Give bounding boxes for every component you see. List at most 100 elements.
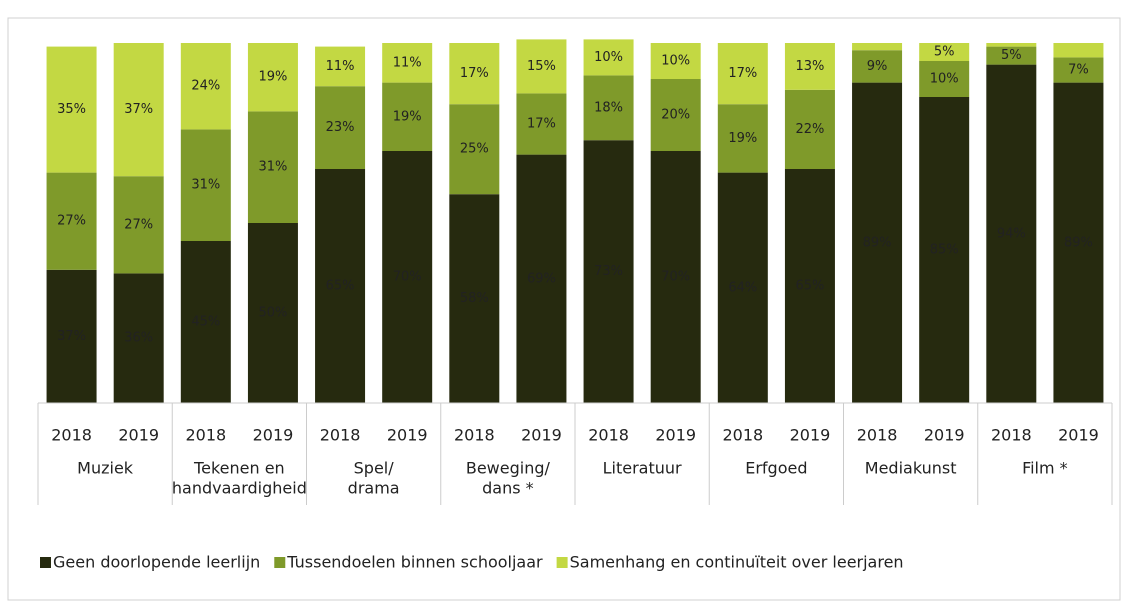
value-label: 19% [258, 70, 287, 85]
bar-segment [449, 104, 500, 195]
value-label: 70% [661, 270, 690, 285]
value-label: 89% [863, 235, 892, 250]
bar-segment [113, 43, 164, 177]
value-label: 37% [57, 329, 86, 344]
value-label: 31% [191, 178, 220, 193]
bar-segment [986, 64, 1037, 403]
bar-segment [180, 43, 231, 130]
bar-segment [516, 93, 567, 155]
value-label: 22% [795, 122, 824, 137]
x-tick-label: 2018 [588, 426, 629, 445]
value-label: 10% [661, 54, 690, 69]
value-label: 11% [393, 55, 422, 70]
value-label: 50% [258, 306, 287, 321]
legend-label: Samenhang en continuïteit over leerjaren [570, 553, 904, 572]
bar-segment [180, 129, 231, 241]
bar-segment [382, 151, 433, 403]
bar-segment [650, 151, 701, 403]
value-label: 20% [661, 108, 690, 123]
bar-segment [315, 169, 366, 403]
bar-segment [583, 140, 634, 403]
bar-segment [1053, 82, 1104, 403]
bar-segment [46, 46, 97, 173]
value-label: 17% [728, 66, 757, 81]
bar-segment [583, 75, 634, 141]
bar-segment [247, 223, 298, 403]
value-label: 65% [795, 279, 824, 294]
bar-segment [717, 172, 768, 403]
group-label: Spel/ [354, 459, 395, 478]
bar-segment [113, 176, 164, 274]
bar-segment [650, 79, 701, 151]
x-tick-label: 2019 [790, 426, 831, 445]
value-label: 27% [124, 217, 153, 232]
bar-segment [852, 43, 903, 51]
x-tick-label: 2019 [118, 426, 159, 445]
bar-segment [986, 46, 1037, 65]
bar-segment [449, 43, 500, 105]
legend-swatch [274, 557, 286, 568]
bar-segment [315, 46, 366, 87]
value-label: 45% [191, 315, 220, 330]
value-label: 70% [393, 270, 422, 285]
bar-segment [784, 43, 835, 90]
group-label: Film * [1022, 459, 1068, 478]
value-label: 23% [326, 120, 355, 135]
group-label: dans * [482, 479, 534, 498]
value-label: 37% [124, 102, 153, 117]
group-label: Tekenen en [193, 459, 285, 478]
bar-segment [382, 43, 433, 83]
bar-segment [382, 82, 433, 151]
x-tick-label: 2018 [857, 426, 898, 445]
chart-frame [7, 17, 1121, 601]
value-label: 85% [930, 243, 959, 258]
x-tick-label: 2018 [991, 426, 1032, 445]
bar-segment [583, 39, 634, 76]
x-tick-label: 2019 [387, 426, 428, 445]
value-label: 17% [460, 66, 489, 81]
group-label: Mediakunst [865, 459, 957, 478]
value-label: 25% [460, 142, 489, 157]
bar-segment [46, 269, 97, 403]
bar-segment [717, 104, 768, 173]
x-tick-label: 2019 [253, 426, 294, 445]
bar-segment [852, 50, 903, 83]
value-label: 35% [57, 102, 86, 117]
value-label: 15% [527, 59, 556, 74]
value-label: 69% [527, 271, 556, 286]
value-label: 10% [594, 50, 623, 65]
value-label: 7% [1068, 63, 1089, 78]
bar-segment [717, 43, 768, 105]
bar-segment [516, 154, 567, 403]
value-label: 31% [258, 160, 287, 175]
bar-segment [784, 89, 835, 169]
value-label: 18% [594, 100, 623, 115]
value-label: 58% [460, 291, 489, 306]
bar-segment [1053, 57, 1104, 83]
x-tick-label: 2018 [185, 426, 226, 445]
value-label: 19% [393, 109, 422, 124]
legend-swatch [556, 557, 568, 568]
group-label: Beweging/ [466, 459, 551, 478]
group-label: handvaardigheid [172, 479, 307, 498]
value-label: 9% [867, 59, 888, 74]
value-label: 36% [124, 331, 153, 346]
x-tick-label: 2019 [655, 426, 696, 445]
value-label: 19% [728, 131, 757, 146]
value-label: 24% [191, 79, 220, 94]
value-label: 94% [997, 226, 1026, 241]
value-label: 17% [527, 117, 556, 132]
value-label: 10% [930, 72, 959, 87]
value-label: 65% [326, 279, 355, 294]
group-label: Muziek [77, 459, 134, 478]
x-tick-label: 2019 [1058, 426, 1099, 445]
bar-segment [180, 241, 231, 403]
x-tick-label: 2018 [722, 426, 763, 445]
bar-segment [1053, 43, 1104, 58]
value-label: 64% [728, 280, 757, 295]
bar-segment [516, 39, 567, 94]
bar-segment [919, 43, 970, 61]
bar-segment [247, 43, 298, 112]
value-label: 11% [326, 59, 355, 74]
